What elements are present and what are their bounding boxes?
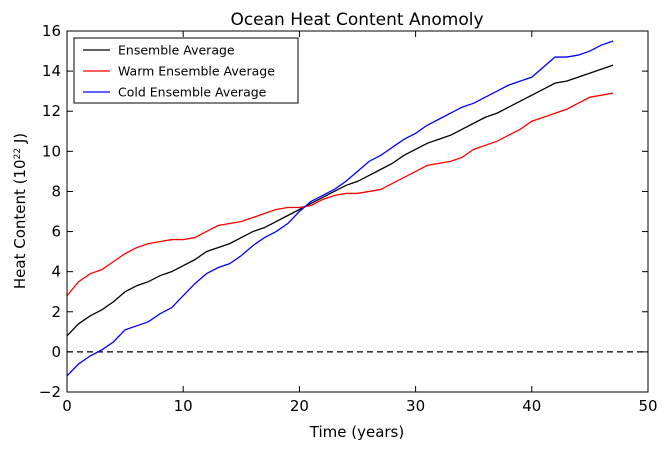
- y-axis-label-prefix: Heat Content (10: [11, 159, 29, 289]
- y-tick-label: 12: [42, 102, 61, 120]
- x-tick-label: 20: [290, 397, 309, 415]
- y-tick-label: 14: [42, 62, 61, 80]
- x-tick-label: 0: [62, 397, 72, 415]
- legend-label-0: Ensemble Average: [118, 43, 235, 58]
- y-axis-label-suffix: J): [11, 133, 29, 148]
- y-tick-label: −2: [39, 383, 61, 401]
- chart-title: Ocean Heat Content Anomoly: [230, 10, 483, 30]
- y-tick-label: 10: [42, 142, 61, 160]
- legend-box: [73, 37, 299, 104]
- y-tick-label: 16: [42, 22, 61, 40]
- y-tick-label: 8: [51, 182, 61, 200]
- y-tick-label: 6: [51, 223, 61, 241]
- series-line-2: [66, 40, 614, 377]
- x-tick-label: 30: [406, 397, 425, 415]
- y-tick-label: 4: [51, 263, 61, 281]
- legend-label-2: Cold Ensemble Average: [118, 85, 267, 100]
- y-tick-label: 0: [51, 343, 61, 361]
- series-line-0: [66, 64, 614, 337]
- x-tick-label: 50: [638, 397, 657, 415]
- series-line-1: [66, 92, 614, 297]
- y-axis-label-exponent: 22: [13, 148, 23, 159]
- y-tick-label: 2: [51, 303, 61, 321]
- x-axis-label: Time (years): [309, 423, 404, 441]
- legend: Ensemble Average Warm Ensemble Average Col…: [73, 37, 299, 104]
- x-tick-label: 40: [522, 397, 541, 415]
- y-axis-label: Heat Content (1022 J): [11, 133, 29, 289]
- x-tick-label: 10: [174, 397, 193, 415]
- legend-label-1: Warm Ensemble Average: [118, 64, 275, 79]
- plot-frame: [66, 30, 649, 393]
